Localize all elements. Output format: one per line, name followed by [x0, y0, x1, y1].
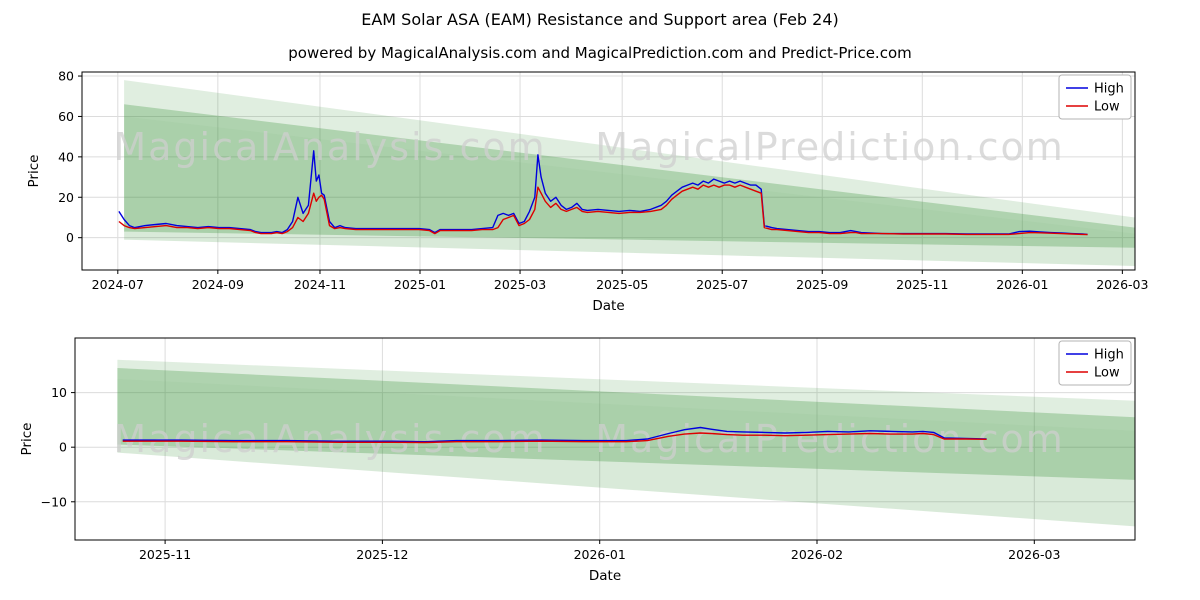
watermark-text: MagicalPrediction.com [595, 125, 1065, 169]
low-line [118, 184, 1088, 236]
plot-border [74, 337, 1136, 541]
x-tick-label: 2025-03 [494, 277, 546, 292]
series-lines [118, 150, 1088, 236]
y-tick-label: 60 [58, 109, 74, 124]
x-tick-label: 2025-07 [696, 277, 748, 292]
legend-box [1058, 340, 1132, 386]
grid [75, 338, 1135, 540]
legend: High Low [1058, 74, 1132, 120]
y-tick-label: 0 [59, 440, 67, 455]
x-tick-label: 2024-07 [92, 277, 144, 292]
series-lines [122, 426, 987, 444]
high-line [118, 150, 1088, 236]
x-tick-label: 2026-02 [791, 547, 843, 562]
x-tick-label: 2025-05 [596, 277, 648, 292]
y-tick-label: 80 [58, 69, 74, 84]
band-polygon [117, 359, 1135, 431]
x-tick-label: 2025-11 [139, 547, 191, 562]
band-polygon [117, 368, 1135, 480]
support-resistance-bands [117, 359, 1135, 527]
low-line [122, 432, 987, 444]
legend-low-label: Low [1094, 100, 1120, 115]
legend-low-label: Low [1094, 366, 1120, 381]
watermarks: MagicalAnalysis.com MagicalPrediction.com [113, 125, 1065, 169]
y-axis: −10 0 10 [41, 385, 75, 509]
page-subtitle: powered by MagicalAnalysis.com and Magic… [288, 44, 912, 62]
high-line [122, 426, 987, 443]
price-chart-top: MagicalAnalysis.com MagicalPrediction.com… [26, 69, 1148, 314]
grid [82, 72, 1135, 270]
y-axis: 0 20 40 60 80 [58, 69, 82, 245]
x-tick-label: 2026-01 [574, 547, 626, 562]
x-axis-label: Date [592, 298, 624, 314]
watermark-text: MagicalAnalysis.com [113, 417, 546, 461]
x-tick-label: 2025-01 [394, 277, 446, 292]
price-chart-bottom: MagicalAnalysis.com MagicalPrediction.com… [19, 337, 1136, 584]
x-tick-label: 2025-12 [356, 547, 408, 562]
legend-box [1058, 74, 1132, 120]
watermark-text: MagicalPrediction.com [595, 417, 1065, 461]
y-axis-label: Price [26, 155, 42, 188]
band-polygon [124, 104, 1135, 248]
x-axis-label: Date [589, 568, 621, 584]
band-polygon [124, 80, 1135, 234]
support-resistance-bands [124, 80, 1135, 266]
x-tick-label: 2026-01 [996, 277, 1048, 292]
y-axis-label: Price [19, 423, 35, 456]
legend: High Low [1058, 340, 1132, 386]
watermark-text: MagicalAnalysis.com [113, 125, 546, 169]
y-tick-label: 0 [66, 230, 74, 245]
x-tick-label: 2026-03 [1008, 547, 1060, 562]
x-tick-label: 2025-09 [796, 277, 848, 292]
watermarks: MagicalAnalysis.com MagicalPrediction.com [113, 417, 1065, 461]
y-tick-label: 40 [58, 149, 74, 164]
x-tick-label: 2025-11 [896, 277, 948, 292]
x-axis: 2025-11 2025-12 2026-01 2026-02 2026-03 [139, 540, 1060, 562]
x-tick-label: 2026-03 [1096, 277, 1148, 292]
plot-border [81, 71, 1136, 271]
x-axis: 2024-07 2024-09 2024-11 2025-01 2025-03 2025-… [92, 270, 1148, 292]
page-title: EAM Solar ASA (EAM) Resistance and Suppo… [361, 10, 839, 29]
x-tick-label: 2024-11 [294, 277, 346, 292]
legend-high-label: High [1094, 82, 1124, 97]
y-tick-label: 10 [51, 385, 67, 400]
y-tick-label: −10 [41, 494, 67, 509]
y-tick-label: 20 [58, 190, 74, 205]
band-polygon [117, 378, 1135, 527]
legend-high-label: High [1094, 348, 1124, 363]
x-tick-label: 2024-09 [192, 277, 244, 292]
